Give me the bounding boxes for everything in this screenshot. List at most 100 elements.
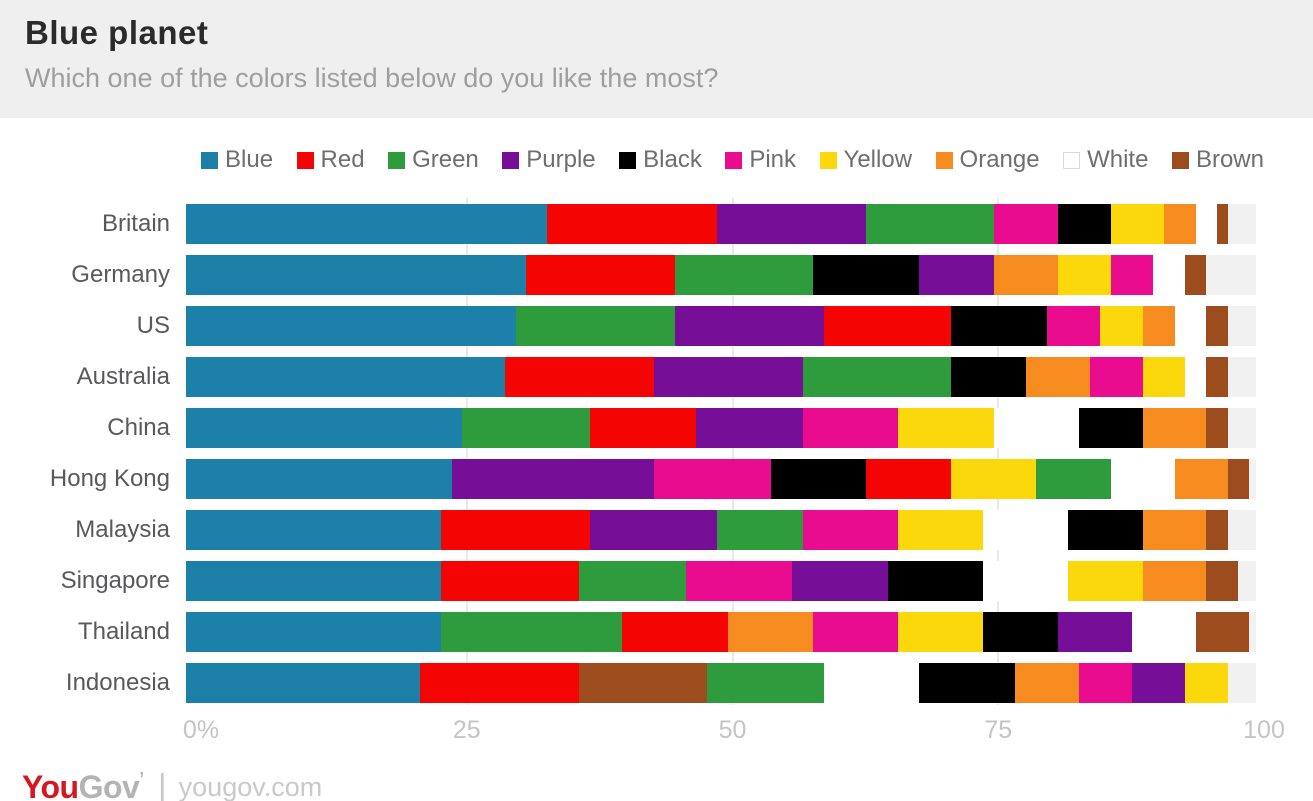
legend-item-blue: Blue (201, 146, 273, 174)
bar-segment-blue (186, 255, 527, 295)
bar-segment-green (866, 204, 994, 244)
bar-segment-blue (186, 408, 463, 448)
legend-label: Red (320, 146, 365, 173)
bar-segment-pink (1046, 306, 1101, 346)
bar-segment-brown (1217, 204, 1228, 244)
bar-segment-black (1068, 510, 1143, 550)
bar-segment-orange (1142, 561, 1207, 601)
x-tick-25: 25 (452, 716, 481, 744)
bar-segment-white (1195, 204, 1218, 244)
country-label: China (107, 414, 170, 441)
legend-label: White (1087, 146, 1149, 173)
bar-segment-orange (1025, 357, 1090, 397)
bar-segment-orange (993, 255, 1058, 295)
bar-row-hong-kong: Hong Kong (0, 459, 1313, 499)
legend-swatch-yellow (819, 151, 837, 169)
stacked-bar (186, 663, 1249, 703)
bar-segment-red (547, 204, 718, 244)
bar-segment-white (1153, 255, 1186, 295)
country-label: US (136, 312, 170, 339)
bar-row-germany: Germany (0, 255, 1313, 295)
bar-segment-purple (451, 459, 654, 499)
bar-segment-brown (1195, 612, 1249, 652)
country-label: Malaysia (75, 516, 170, 543)
legend-label: Yellow (843, 146, 913, 173)
stacked-bar (186, 408, 1249, 448)
legend-label: Green (412, 146, 479, 173)
bar-segment-orange (1163, 204, 1196, 244)
x-axis: 0% 25 50 75 100 (183, 714, 1285, 746)
legend-label: Pink (749, 146, 797, 173)
chart-subtitle: Which one of the colors listed below do … (25, 63, 719, 93)
bar-segment-purple (1057, 612, 1133, 652)
footer: YouGov’ | yougov.com (0, 746, 1313, 801)
bar-track (186, 255, 1256, 295)
footer-divider: | (157, 768, 167, 801)
bar-segment-yellow (898, 612, 984, 652)
legend-swatch-green (388, 151, 406, 169)
bar-segment-brown (1206, 510, 1228, 550)
bar-segment-red (621, 612, 729, 652)
bar-segment-yellow (898, 408, 994, 448)
bar-segment-orange (1142, 408, 1207, 448)
country-label: Singapore (60, 567, 170, 594)
stacked-bar (186, 255, 1249, 295)
bar-row-australia: Australia (0, 357, 1313, 397)
bar-row-china: China (0, 408, 1313, 448)
bar-segment-yellow (1110, 204, 1164, 244)
bar-segment-green (1036, 459, 1111, 499)
bar-row-britain: Britain (0, 204, 1313, 244)
bar-segment-orange (1174, 459, 1228, 499)
bar-segment-blue (186, 204, 548, 244)
country-label: Hong Kong (49, 465, 170, 492)
stacked-bar (186, 510, 1249, 550)
logo-trademark: ’ (139, 769, 144, 789)
bar-segment-pink (813, 612, 899, 652)
bar-segment-green (674, 255, 814, 295)
country-label: Thailand (77, 618, 170, 645)
legend-label: Purple (526, 146, 596, 173)
legend-item-orange: Orange (935, 146, 1040, 174)
bar-row-malaysia: Malaysia (0, 510, 1313, 550)
bar-segment-yellow (951, 459, 1037, 499)
bar-segment-blue (186, 357, 505, 397)
bar-segment-brown (1206, 306, 1228, 346)
bar-segment-brown (1206, 357, 1228, 397)
bar-row-singapore: Singapore (0, 561, 1313, 601)
bar-row-indonesia: Indonesia (0, 663, 1313, 703)
bar-segment-white (983, 510, 1069, 550)
yougov-logo: YouGov’ (22, 769, 144, 801)
legend-item-yellow: Yellow (819, 146, 913, 174)
bar-segment-blue (186, 561, 442, 601)
bar-segment-pink (1078, 663, 1132, 703)
bar-segment-red (419, 663, 580, 703)
chart-header: Blue planet Which one of the colors list… (0, 0, 1313, 118)
bar-segment-brown (1206, 561, 1239, 601)
legend-swatch-purple (502, 151, 520, 169)
country-label: Germany (71, 261, 170, 288)
bar-segment-black (1057, 204, 1111, 244)
bar-track (186, 510, 1256, 550)
bar-segment-pink (993, 204, 1058, 244)
bar-segment-white (1185, 357, 1207, 397)
bar-row-us: US (0, 306, 1313, 346)
bar-segment-black (770, 459, 867, 499)
bar-row-thailand: Thailand (0, 612, 1313, 652)
bar-segment-brown (1185, 255, 1207, 295)
bar-segment-pink (802, 510, 899, 550)
legend-item-purple: Purple (502, 146, 596, 174)
bar-track (186, 561, 1256, 601)
bar-segment-purple (919, 255, 994, 295)
legend-item-white: White (1063, 146, 1148, 174)
legend-item-pink: Pink (725, 146, 796, 174)
bar-segment-red (866, 459, 952, 499)
bar-segment-red (504, 357, 654, 397)
legend-swatch-brown (1171, 151, 1189, 169)
bar-segment-white (1174, 306, 1207, 346)
bar-segment-black (951, 306, 1047, 346)
logo-gov-text: Gov (78, 769, 140, 801)
legend-swatch-pink (725, 151, 743, 169)
bar-segment-blue (186, 459, 452, 499)
bar-segment-black (919, 663, 1016, 703)
legend-swatch-black (619, 151, 637, 169)
